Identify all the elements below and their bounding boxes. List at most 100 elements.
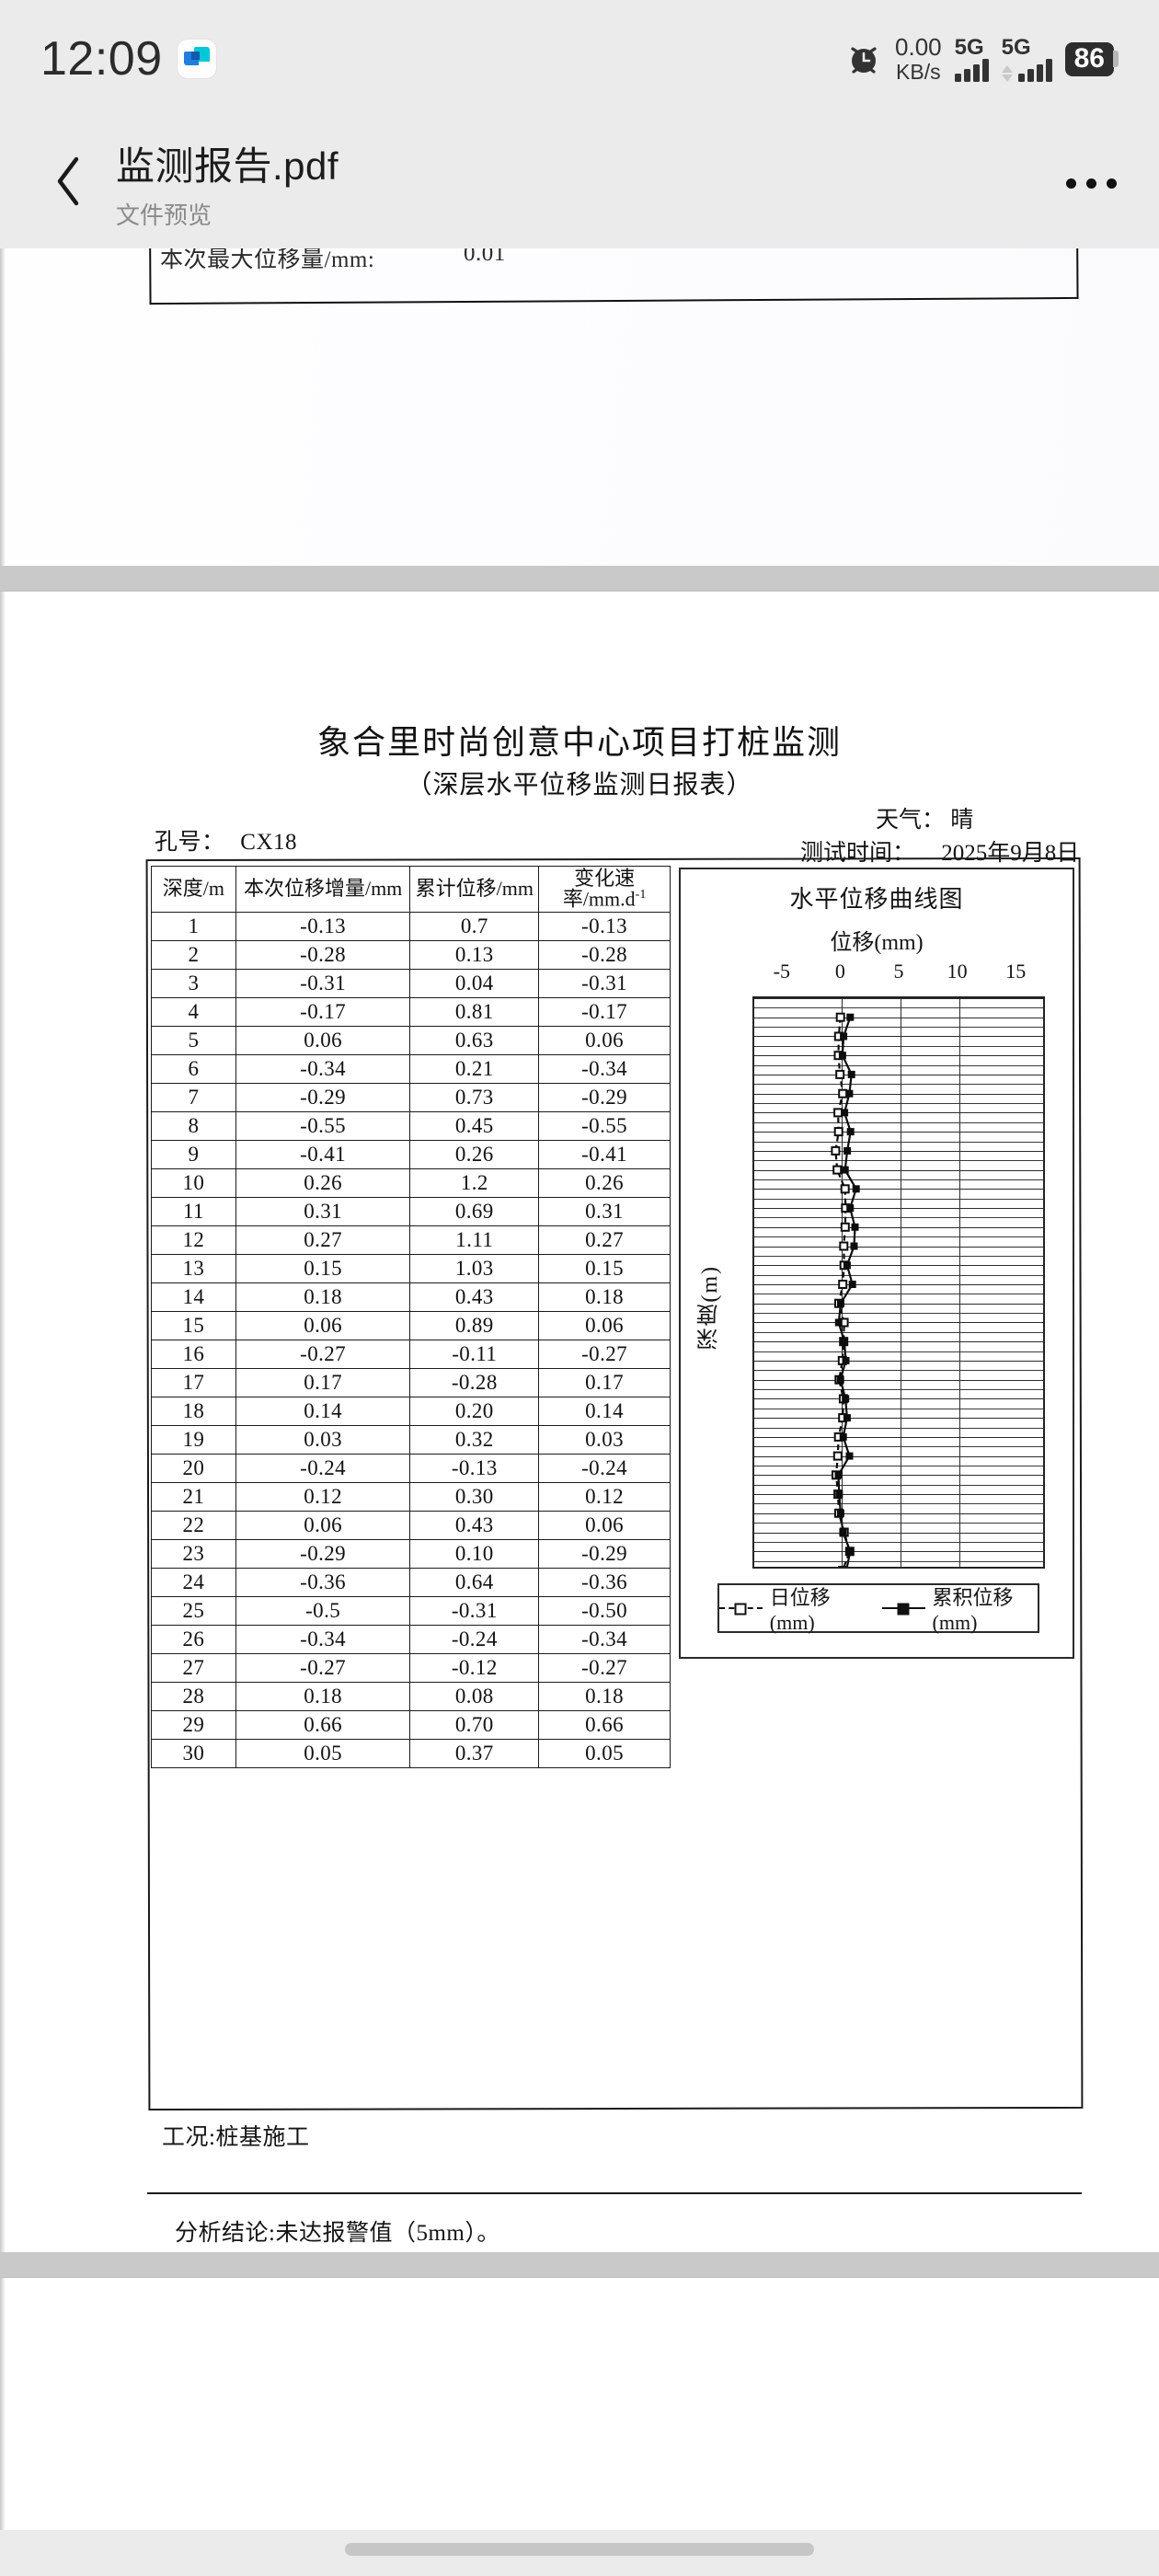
cell-depth: 13 xyxy=(151,1254,236,1284)
table-row: 8 -0.55 0.45 -0.55 xyxy=(151,1111,671,1142)
chart-data-point xyxy=(845,1452,854,1460)
test-time-label: 测试时间： xyxy=(800,841,916,866)
chart-xtick-label: 15 xyxy=(1005,960,1027,983)
cell-increment: 0.66 xyxy=(235,1710,411,1741)
chart-xtick-label: 0 xyxy=(834,960,845,983)
cell-depth: 1 xyxy=(151,912,236,942)
more-horizontal-icon xyxy=(1066,178,1117,189)
cell-rate: -0.27 xyxy=(538,1653,671,1684)
cell-increment: -0.24 xyxy=(235,1454,411,1484)
prev-max-displacement-value: 0.01 xyxy=(464,248,506,266)
chart-gridline-horizontal xyxy=(754,1055,1043,1057)
dashed-line-icon xyxy=(719,1603,763,1616)
cell-increment: -0.29 xyxy=(235,1539,411,1570)
cell-increment: 0.18 xyxy=(235,1282,411,1313)
network-speed-unit: KB/s xyxy=(896,59,941,84)
table-header-rate-exponent: -1 xyxy=(635,888,647,902)
battery-cap-icon xyxy=(1113,51,1119,67)
cell-increment: 0.06 xyxy=(235,1311,411,1341)
table-row: 12 0.27 1.11 0.27 xyxy=(151,1225,671,1256)
cell-increment: 0.26 xyxy=(235,1168,411,1199)
home-indicator[interactable] xyxy=(345,2543,814,2556)
cell-increment: -0.31 xyxy=(235,969,411,999)
legend-label-cumulative: 累积位移(mm) xyxy=(932,1586,1014,1634)
page-title: 监测报告.pdf xyxy=(116,144,339,188)
chart-data-point xyxy=(840,1032,848,1041)
chart-data-point xyxy=(839,1241,849,1251)
cell-rate: -0.41 xyxy=(538,1140,671,1170)
chart-data-point xyxy=(843,1414,851,1422)
cell-cumulative: 0.43 xyxy=(409,1282,540,1313)
cell-cumulative: 0.63 xyxy=(409,1026,540,1056)
chart-gridline-horizontal xyxy=(754,1512,1043,1514)
chart-gridline-horizontal xyxy=(754,1455,1043,1457)
prev-max-displacement-row: 本次最大位移量/mm: 0.01 xyxy=(160,248,1080,274)
cell-depth: 26 xyxy=(151,1625,236,1655)
chart-gridline-horizontal xyxy=(754,1303,1043,1305)
network-speed: 0.00 KB/s xyxy=(895,34,942,84)
cell-increment: -0.41 xyxy=(235,1140,411,1170)
chart-data-point xyxy=(840,1338,848,1346)
chart-data-point xyxy=(833,1108,843,1118)
chart-gridline-horizontal xyxy=(754,1141,1043,1143)
cell-rate: -0.34 xyxy=(538,1625,671,1655)
cell-cumulative: -0.11 xyxy=(409,1340,540,1370)
chart-data-point xyxy=(838,1566,847,1567)
chart-data-point xyxy=(832,1165,843,1175)
chart-gridline-horizontal xyxy=(754,1274,1043,1276)
section-divider xyxy=(147,2192,1082,2194)
analysis-conclusion-note: 分析结论:未达报警值（5mm）。 xyxy=(175,2221,500,2246)
chart-gridline-horizontal xyxy=(754,1226,1043,1228)
table-row: 7 -0.29 0.73 -0.29 xyxy=(151,1083,671,1113)
table-row: 22 0.06 0.43 0.06 xyxy=(151,1511,671,1541)
chart-xtick-label: 10 xyxy=(947,960,968,983)
more-options-button[interactable] xyxy=(1061,160,1122,207)
chart-data-point xyxy=(841,1166,849,1174)
signal-bars-icon xyxy=(954,58,989,82)
pdf-page-previous: 本次最大位移量/mm: 0.01 xyxy=(0,248,1159,566)
cell-rate: -0.28 xyxy=(538,940,671,971)
chart-gridline-horizontal xyxy=(754,1532,1043,1534)
cell-increment: 0.14 xyxy=(235,1397,411,1427)
cell-depth: 2 xyxy=(151,940,236,971)
chart-gridline-horizontal xyxy=(754,1523,1043,1524)
cell-depth: 5 xyxy=(151,1026,236,1056)
cell-rate: 0.66 xyxy=(538,1710,671,1741)
cell-cumulative: 1.03 xyxy=(409,1254,540,1284)
chart-gridline-horizontal xyxy=(754,1132,1043,1133)
table-row: 26 -0.34 -0.24 -0.34 xyxy=(151,1625,671,1655)
chart-gridline-horizontal xyxy=(754,1551,1043,1553)
test-time-field: 测试时间： 2025年9月8日 xyxy=(800,834,1079,868)
document-title: 象合里时尚创意中心项目打桩监测 xyxy=(316,724,842,761)
cell-cumulative: 0.30 xyxy=(409,1482,540,1512)
chart-title: 水平位移曲线图 xyxy=(789,886,964,913)
chart-gridline-horizontal xyxy=(754,1150,1043,1152)
chart-data-point xyxy=(846,1204,855,1213)
chart-data-point xyxy=(833,1127,843,1137)
chart-data-point xyxy=(846,1128,855,1136)
table-row: 19 0.03 0.32 0.03 xyxy=(151,1425,671,1455)
cell-cumulative: 0.73 xyxy=(409,1083,540,1113)
chart-gridline-horizontal xyxy=(754,998,1043,999)
cell-rate: 0.27 xyxy=(538,1225,671,1256)
back-button[interactable] xyxy=(37,151,101,215)
chart-xtick-label: -5 xyxy=(773,960,790,983)
pdf-viewport[interactable]: 本次最大位移量/mm: 0.01 象合里时尚创意中心项目打桩监测 （深层水平位移… xyxy=(0,248,1159,2530)
chart-data-point xyxy=(835,1012,845,1022)
cell-cumulative: -0.12 xyxy=(409,1653,540,1684)
chart-data-point xyxy=(850,1242,858,1250)
chart-gridline-horizontal xyxy=(754,1217,1043,1219)
cell-cumulative: 0.43 xyxy=(409,1511,540,1541)
cell-depth: 8 xyxy=(151,1111,236,1142)
chart-gridline-horizontal xyxy=(754,1064,1043,1066)
cell-increment: 0.06 xyxy=(235,1511,411,1541)
cell-rate: -0.55 xyxy=(538,1111,671,1142)
cell-increment: 0.03 xyxy=(235,1425,411,1455)
chart-data-point xyxy=(838,1280,848,1289)
cell-rate: 0.06 xyxy=(538,1311,671,1341)
chart-gridline-horizontal xyxy=(754,1198,1043,1200)
chart-data-point xyxy=(836,1375,844,1384)
chart-gridline-horizontal xyxy=(754,1007,1043,1009)
table-row: 1 -0.13 0.7 -0.13 xyxy=(151,912,671,942)
chart-plot-area: 0123456789101112131415161718192021222324… xyxy=(752,996,1045,1569)
